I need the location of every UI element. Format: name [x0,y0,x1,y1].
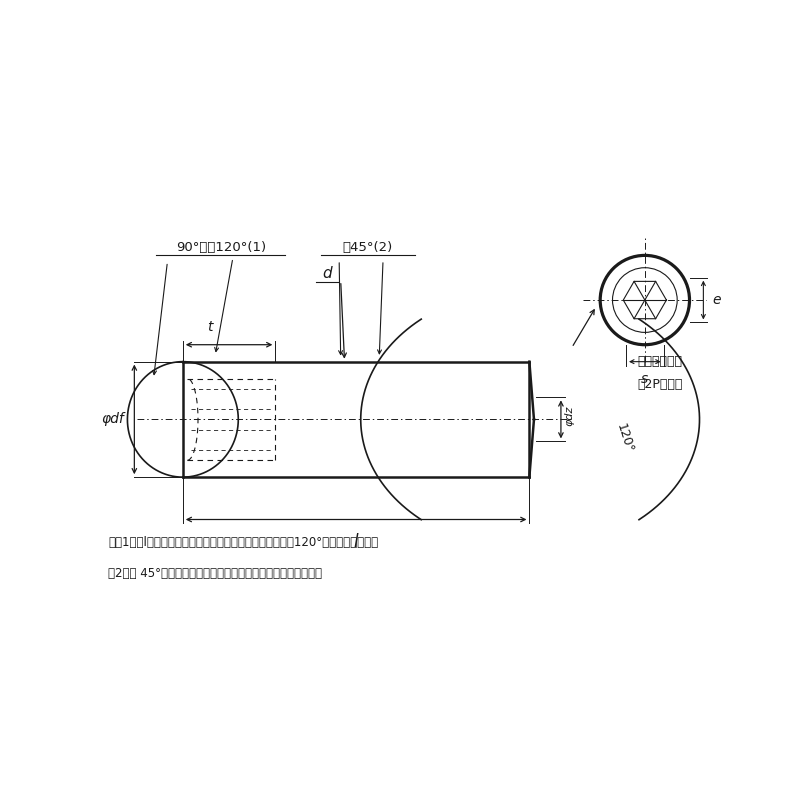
Text: 注（1）　lが下の表に示す階段状の点線より短いものは、120°の面取りとする。: 注（1） lが下の表に示す階段状の点線より短いものは、120°の面取りとする。 [108,537,378,550]
Text: （2）　 45°の角度は、おねじの谷より下の傾斜部に適用する。: （2） 45°の角度は、おねじの谷より下の傾斜部に適用する。 [108,567,322,580]
Text: l: l [354,534,358,551]
Text: 不完全ねじ部: 不完全ねじ部 [637,355,682,368]
Text: 90°又は120°(1): 90°又は120°(1) [176,241,266,254]
Text: d: d [322,266,332,281]
Text: φdz: φdz [565,406,574,426]
Text: e: e [713,293,721,307]
Text: s: s [642,373,649,386]
Text: 120°: 120° [614,422,636,455]
Text: φdf: φdf [102,413,124,426]
Text: 絀45°(2): 絀45°(2) [342,241,393,254]
Text: t: t [207,320,213,334]
Text: （2P以下）: （2P以下） [637,378,682,391]
